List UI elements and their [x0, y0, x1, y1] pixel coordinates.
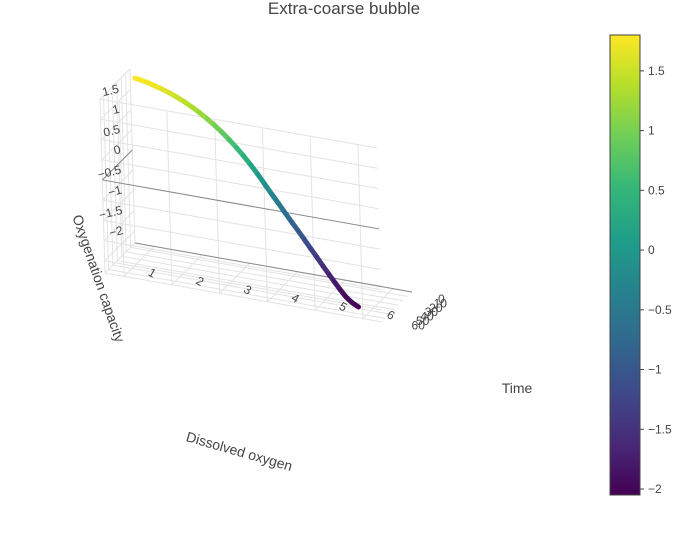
- colorbar-tick-label: −1: [648, 363, 662, 377]
- zero-line: [101, 149, 133, 181]
- y-axis-title: Time: [502, 380, 533, 396]
- grid-line: [102, 199, 380, 250]
- z-tick-label: −1.5: [97, 203, 124, 222]
- grid-line: [103, 190, 134, 221]
- grid-line: [111, 86, 118, 261]
- grid-line: [102, 169, 134, 201]
- y-tick-label: 20: [429, 301, 443, 315]
- grid-line: [219, 262, 250, 294]
- grid-line: [100, 88, 131, 120]
- grid-line: [267, 271, 298, 303]
- colorbar-tick-label: −2: [648, 482, 662, 496]
- grid-line: [130, 246, 408, 297]
- grid-line: [103, 240, 382, 291]
- y-tick-label: 40: [420, 310, 434, 324]
- grid-edge: [99, 68, 131, 100]
- zero-line: [134, 242, 413, 293]
- data-line: [132, 75, 361, 310]
- grid-line: [123, 246, 155, 277]
- grid-line: [126, 251, 404, 302]
- z-tick-label: −1: [107, 183, 124, 200]
- line-segment: [349, 300, 361, 310]
- x-tick-label: 6: [385, 307, 398, 323]
- z-tick-label: −0.5: [96, 162, 123, 181]
- colorbar-tick-label: 1: [648, 124, 655, 138]
- grid-line: [107, 91, 114, 266]
- grid-line: [101, 129, 133, 161]
- grid-line: [121, 255, 399, 306]
- colorbar: [609, 34, 641, 496]
- grid-edge: [99, 98, 106, 274]
- y-tick-label: 60: [412, 318, 426, 332]
- grid-line: [118, 102, 125, 277]
- grid-edge: [99, 98, 378, 149]
- colorbar-tick-label: 0: [648, 243, 655, 257]
- colorbar-ticks: −2 −1.5 −1 −0.5 0 0.5 1 1.5: [640, 64, 672, 496]
- grid-line: [108, 268, 386, 319]
- grid-line: [309, 136, 316, 311]
- z-tick-label: −2: [108, 223, 125, 240]
- chart-title: Extra-coarse bubble: [268, 0, 420, 18]
- grid-line: [116, 82, 123, 257]
- grid-line: [103, 210, 135, 241]
- colorbar-tick-label: −0.5: [648, 303, 672, 317]
- grid-line: [112, 264, 391, 315]
- grid-line: [104, 230, 136, 262]
- grid-line: [120, 77, 127, 252]
- y-tick-label: 0: [438, 292, 445, 306]
- grid-edge: [104, 272, 383, 323]
- grid-line: [100, 109, 132, 140]
- grid-line: [171, 254, 203, 286]
- grid-line: [104, 260, 382, 311]
- grid-line: [103, 219, 381, 270]
- grid-edge: [104, 242, 136, 274]
- z-tick-label: 1.5: [101, 81, 121, 99]
- grid-line: [101, 138, 379, 189]
- grid-line: [214, 119, 221, 294]
- z-tick-label: 0: [112, 142, 122, 157]
- grid-line: [166, 110, 173, 285]
- z-tick-label: 1: [111, 102, 121, 117]
- z-tick-label: 0.5: [102, 122, 122, 140]
- grid-line: [101, 159, 379, 210]
- grid-line: [357, 144, 364, 319]
- zero-planes: [101, 149, 413, 293]
- grid-line: [100, 118, 378, 169]
- grid-line: [129, 68, 136, 244]
- zero-line: [102, 179, 380, 230]
- colorbar-tick-label: 1.5: [648, 64, 665, 78]
- colorbar-tick-label: 0.5: [648, 183, 665, 197]
- grid-line: [125, 73, 132, 248]
- colorbar-tick-label: −1.5: [648, 422, 672, 436]
- y-tick-label: 10: [434, 296, 448, 310]
- y-tick-label: 30: [425, 305, 439, 319]
- x-axis-title: Dissolved oxygen: [184, 428, 294, 474]
- y-tick-label: 50: [416, 314, 430, 328]
- grid-line: [103, 95, 110, 270]
- grid-line: [362, 288, 394, 319]
- grid-line: [314, 279, 346, 311]
- grid-line: [261, 127, 268, 302]
